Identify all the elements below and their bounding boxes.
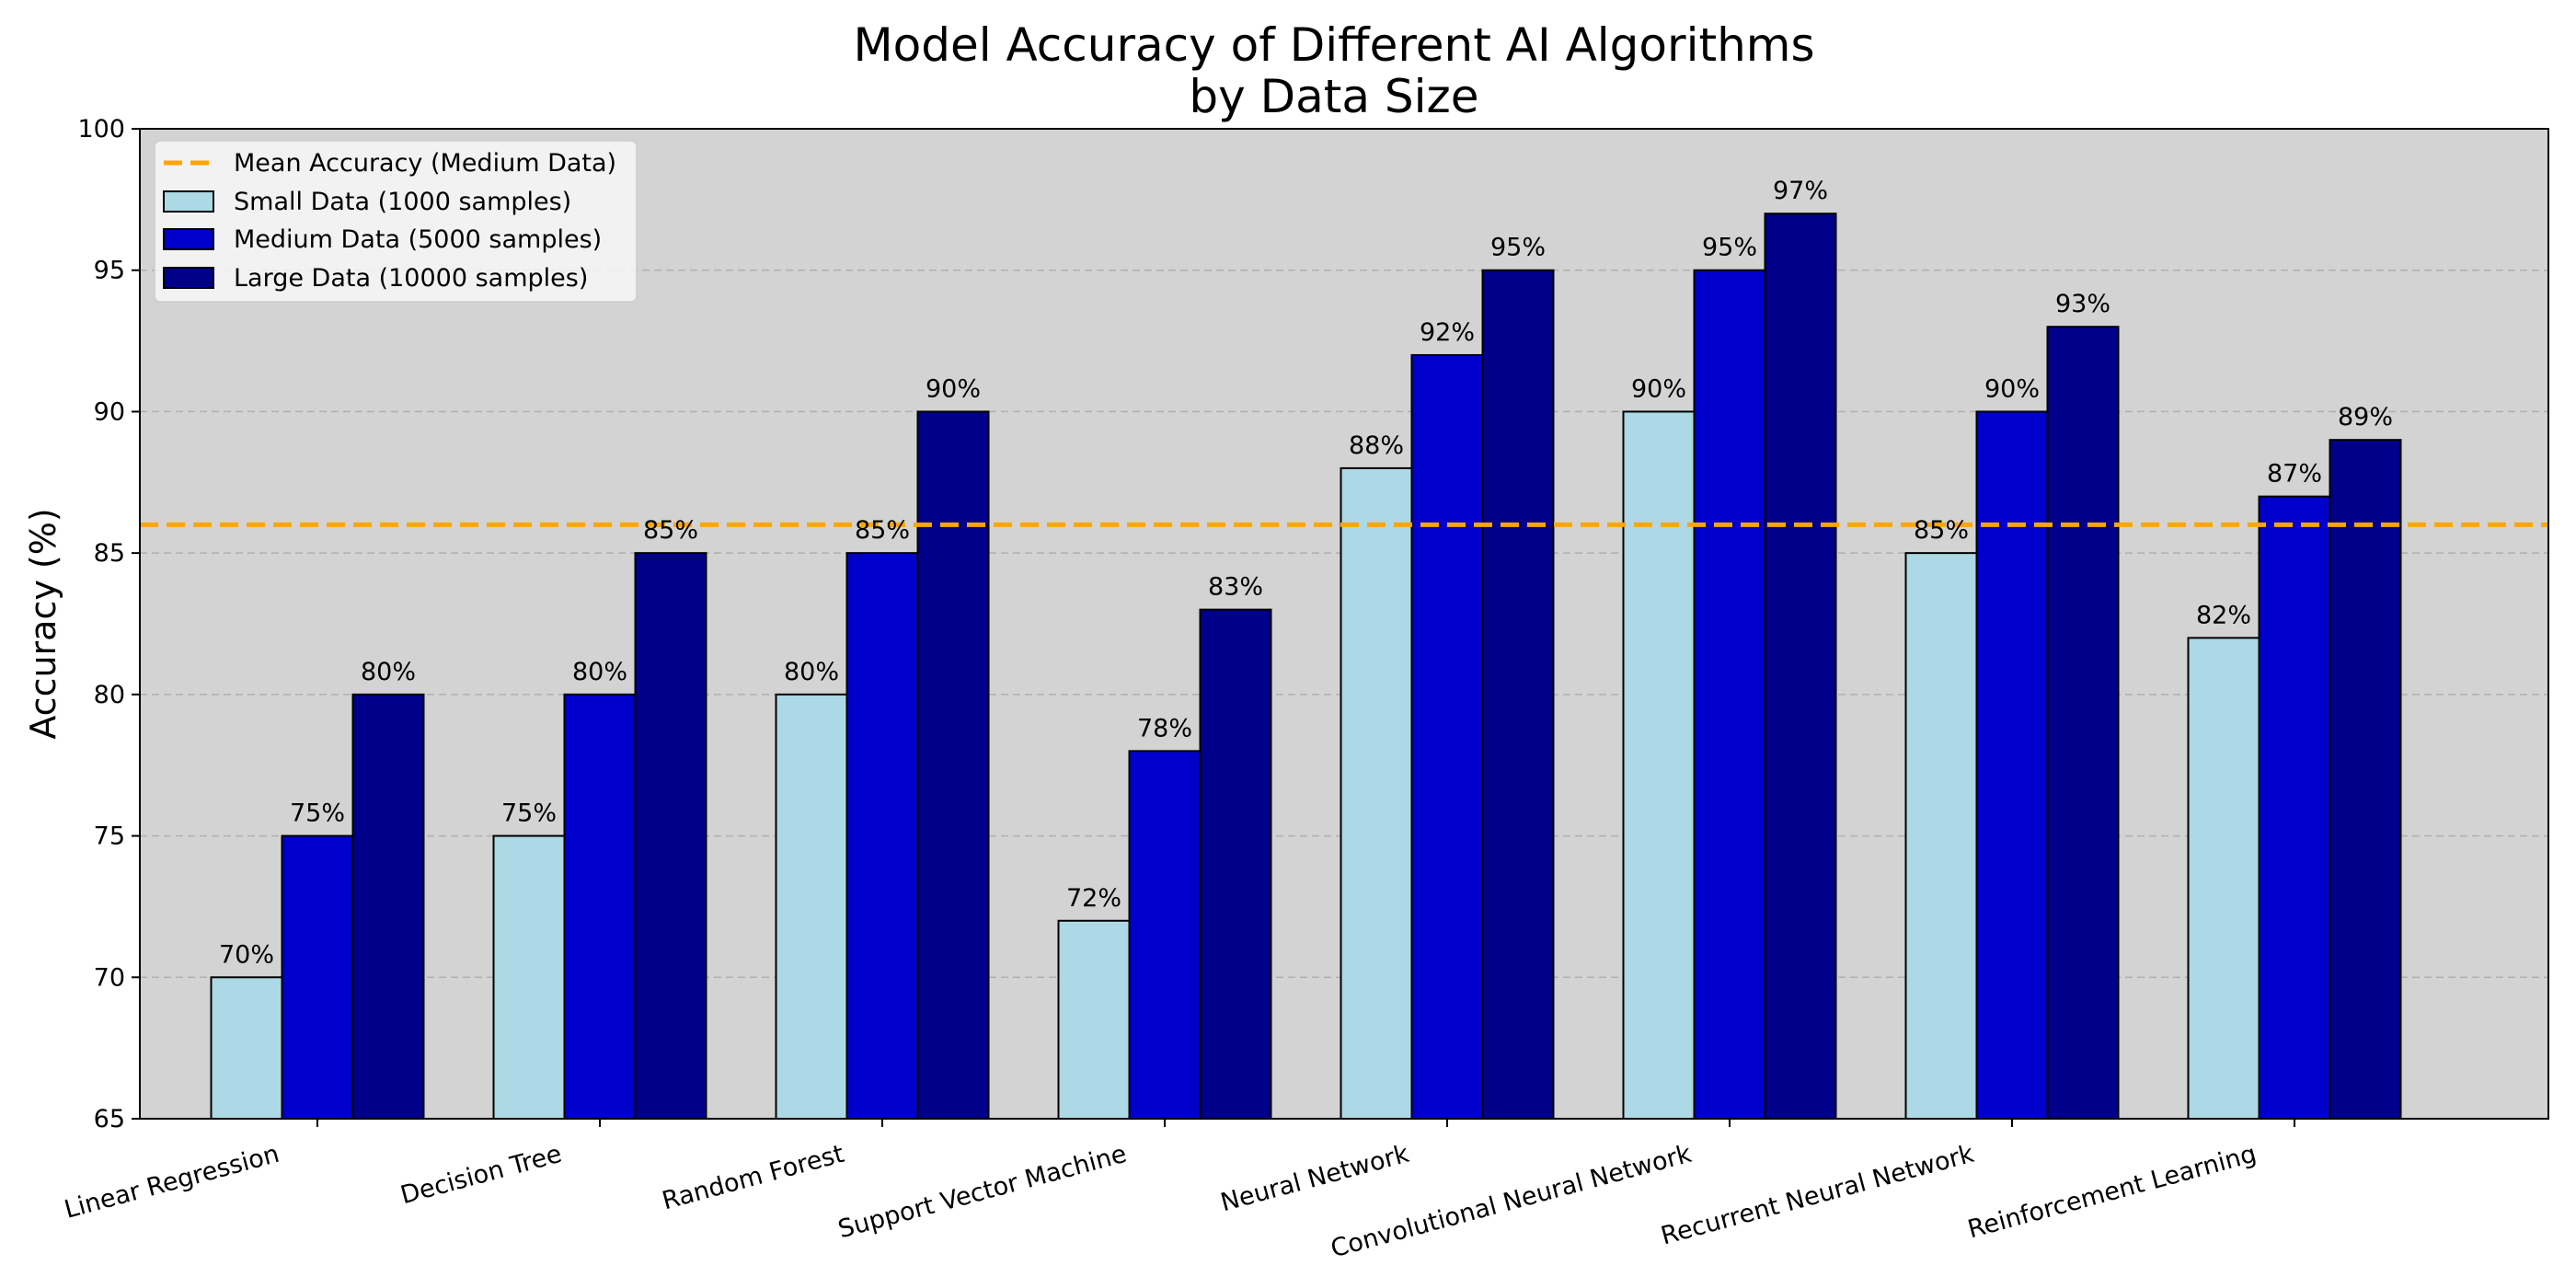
bar-value-label: 82% — [2196, 601, 2251, 629]
bar — [1199, 608, 1272, 1120]
bar — [2329, 439, 2402, 1120]
bars — [210, 213, 2402, 1121]
bar — [1693, 269, 1766, 1120]
bar — [1622, 410, 1696, 1120]
y-axis-label: Accuracy (%) — [23, 508, 63, 739]
bar-value-label: 70% — [219, 940, 274, 969]
bar — [1057, 919, 1131, 1120]
bar-value-label: 80% — [784, 658, 839, 686]
x-tick-label: Neural Network — [1218, 1140, 1413, 1217]
bar — [2187, 637, 2260, 1120]
bar — [775, 693, 848, 1120]
bar — [1764, 213, 1837, 1120]
bar-value-label: 85% — [643, 516, 698, 545]
bar-value-label: 90% — [926, 374, 981, 403]
bar — [2046, 326, 2120, 1120]
bar-value-label: 95% — [1490, 234, 1546, 262]
legend-label: Medium Data (5000 samples) — [234, 225, 602, 254]
bar — [210, 976, 283, 1121]
bar-value-label: 89% — [2338, 403, 2393, 431]
legend: Mean Accuracy (Medium Data) Small Data (1… — [154, 140, 638, 303]
bar — [1410, 353, 1484, 1120]
x-axis: Linear Regression Decision Tree Random For… — [62, 1119, 2295, 1263]
bar — [281, 834, 354, 1120]
bar — [2258, 495, 2331, 1120]
legend-label: Mean Accuracy (Medium Data) — [234, 149, 616, 178]
bar-value-label: 87% — [2267, 460, 2322, 489]
x-tick-label: Decision Tree — [397, 1140, 565, 1210]
bar-value-label: 75% — [290, 799, 345, 828]
plot-frame — [139, 128, 2549, 1120]
legend-swatch — [163, 228, 214, 250]
bar-value-label: 75% — [501, 799, 557, 828]
y-tick-label: 100 — [77, 115, 125, 144]
bar-value-label: 90% — [1631, 374, 1686, 403]
y-tick-label: 85 — [94, 539, 125, 568]
y-tick-label: 80 — [94, 681, 125, 709]
bar-value-label: 85% — [855, 516, 910, 545]
bar — [492, 834, 566, 1120]
data-labels: 70% 75% 80% 75% 80% 85% 80% 85% 90% 72% 78% 83% 88% 9… — [219, 177, 2393, 969]
chart-title-line-1: Model Accuracy of Different AI Algorithm… — [853, 18, 1814, 72]
legend-label: Large Data (10000 samples) — [234, 264, 588, 293]
bar-value-label: 83% — [1208, 573, 1263, 602]
y-tick-label: 70 — [94, 963, 125, 992]
bar — [1904, 552, 1978, 1120]
bar — [1340, 466, 1413, 1120]
bar-value-label: 90% — [1984, 374, 2040, 403]
x-tick-label: Support Vector Machine — [835, 1140, 1130, 1245]
y-tick-label: 75 — [94, 822, 125, 851]
bar — [351, 693, 425, 1120]
x-tick-label: Random Forest — [659, 1140, 846, 1216]
bar-value-label: 88% — [1349, 431, 1404, 460]
y-axis: 65 70 75 80 85 90 95 100 — [77, 115, 140, 1133]
bar — [1481, 269, 1555, 1120]
legend-label: Small Data (1000 samples) — [234, 188, 571, 216]
x-tick-label: Linear Regression — [62, 1140, 282, 1225]
x-tick-label: Recurrent Neural Network — [1658, 1140, 1977, 1251]
x-tick-label: Reinforcement Learning — [1965, 1140, 2260, 1245]
bar — [1975, 410, 2049, 1120]
bar-value-label: 92% — [1420, 318, 1475, 347]
chart-title-line-2: by Data Size — [1189, 70, 1478, 123]
bar-value-label: 78% — [1137, 714, 1192, 742]
bar-value-label: 80% — [361, 658, 416, 686]
bar — [845, 552, 919, 1120]
bar-value-label: 93% — [2055, 290, 2110, 318]
bar-value-label: 85% — [1914, 516, 1969, 545]
legend-swatch — [163, 267, 214, 289]
y-tick-label: 95 — [94, 257, 125, 285]
bar — [1128, 750, 1202, 1120]
legend-box — [154, 140, 638, 303]
bar-value-label: 80% — [572, 658, 627, 686]
bar-value-label: 97% — [1773, 177, 1828, 205]
y-tick-label: 65 — [94, 1105, 125, 1133]
bar-value-label: 95% — [1702, 234, 1757, 262]
bar — [634, 552, 707, 1120]
bar — [916, 410, 990, 1120]
bar-value-label: 72% — [1066, 884, 1121, 913]
y-tick-label: 90 — [94, 397, 125, 426]
bar — [563, 693, 637, 1120]
legend-swatch — [163, 190, 214, 213]
